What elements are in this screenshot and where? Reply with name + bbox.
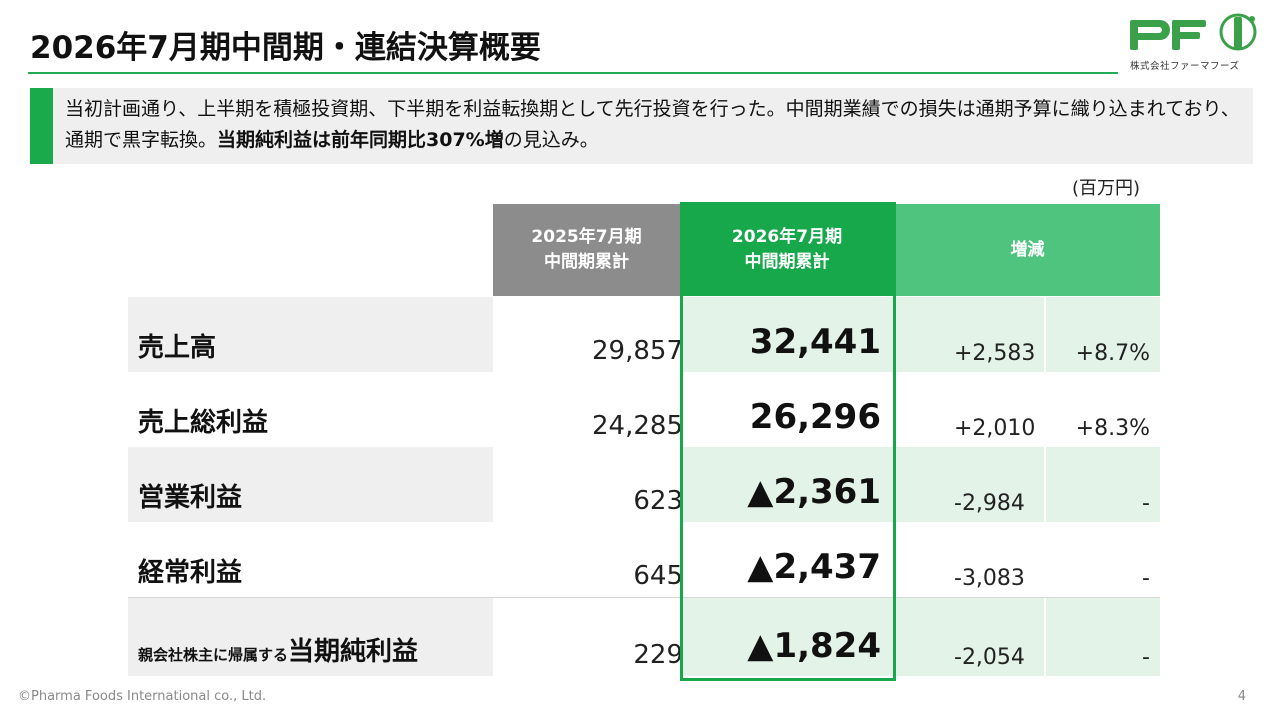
row-diff-abs: +2,583: [954, 341, 1036, 366]
row-label-text: 売上高: [138, 333, 217, 363]
row-cur-cell: [681, 522, 893, 597]
row-label-cell: [128, 522, 493, 597]
header-current-period: 2026年7月期 中間期累計: [681, 204, 893, 296]
row-label: 営業利益: [138, 477, 242, 514]
row-prev-cell: [493, 522, 680, 597]
row-diff-pct: -: [1142, 491, 1150, 516]
row-diff-divider: [1044, 447, 1046, 522]
page-title: 2026年7月期中間期・連結決算概要: [30, 30, 541, 66]
summary-highlight: 当期純利益は前年同期比307%増: [217, 129, 504, 151]
row-diff-cell: [895, 297, 1160, 372]
row-prev-value: 645: [633, 561, 683, 591]
table-row: 売上総利益 24,285 26,296 +2,010 +8.3%: [128, 372, 1160, 447]
header-change: 増減: [895, 204, 1160, 296]
row-diff-abs: +2,010: [954, 416, 1036, 441]
logo-company-name: 株式会社ファーマフーズ: [1130, 61, 1240, 72]
header-prev-period: 2025年7月期 中間期累計: [493, 204, 680, 296]
row-label-cell: [128, 598, 493, 676]
row-label: 経常利益: [138, 552, 242, 589]
row-label-text: 売上総利益: [138, 408, 269, 438]
table-row: 経常利益 645 ▲2,437 -3,083 -: [128, 522, 1160, 597]
row-label-text: 経常利益: [138, 558, 243, 588]
title-underline: [28, 72, 1118, 74]
header-prev-line2: 中間期累計: [544, 252, 629, 272]
row-label-prefix: 親会社株主に帰属する: [138, 646, 289, 664]
row-label-cell: [128, 447, 493, 522]
header-cur-line1: 2026年7月期: [731, 227, 843, 247]
header-cur-line2: 中間期累計: [744, 252, 830, 272]
row-diff-cell: [895, 598, 1160, 676]
row-diff-abs: -3,083: [954, 566, 1025, 591]
row-label: 親会社株主に帰属する当期純利益: [138, 631, 418, 668]
row-label-cell: [128, 297, 493, 372]
row-diff-pct: +8.7%: [1075, 341, 1150, 366]
row-diff-cell: [895, 372, 1160, 447]
table-row: 売上高 29,857 32,441 +2,583 +8.7%: [128, 297, 1160, 372]
summary-part2: の見込み。: [503, 129, 599, 151]
row-cur-cell: [681, 372, 893, 447]
copyright: ©Pharma Foods International co., Ltd.: [18, 689, 267, 704]
row-cur-value: ▲1,824: [747, 626, 881, 666]
row-cur-cell: [681, 598, 893, 676]
row-label-cell: [128, 372, 493, 447]
row-label-text: 営業利益: [138, 483, 243, 513]
unit-label: (百万円): [1072, 178, 1141, 199]
row-cur-cell: [681, 447, 893, 522]
row-prev-value: 29,857: [592, 336, 683, 366]
row-diff-abs: -2,054: [954, 645, 1025, 670]
row-label: 売上高: [138, 327, 216, 364]
row-divider: [128, 597, 1160, 598]
row-label-text: 当期純利益: [288, 637, 419, 667]
row-diff-divider: [1044, 598, 1046, 676]
row-cur-value: ▲2,437: [747, 547, 881, 587]
row-cur-value: ▲2,361: [747, 472, 881, 512]
row-prev-cell: [493, 297, 680, 372]
company-logo: 株式会社ファーマフーズ: [1128, 10, 1262, 76]
summary-accent-bar: [30, 88, 53, 164]
summary-box: 当初計画通り、上半期を積極投資期、下半期を利益転換期として先行投資を行った。中間…: [30, 88, 1253, 164]
row-diff-pct: -: [1142, 566, 1150, 591]
header-change-label: 増減: [1010, 239, 1045, 260]
summary-part1: 当初計画通り、上半期を積極投資期、下半期を利益転換期として先行投資を行った。中間…: [65, 98, 1240, 151]
summary-text: 当初計画通り、上半期を積極投資期、下半期を利益転換期として先行投資を行った。中間…: [65, 94, 1245, 156]
page-number: 4: [1237, 689, 1246, 704]
row-prev-value: 229: [633, 640, 683, 670]
row-prev-cell: [493, 447, 680, 522]
row-cur-cell: [681, 297, 893, 372]
row-label: 売上総利益: [138, 402, 268, 439]
row-prev-cell: [493, 372, 680, 447]
row-diff-cell: [895, 522, 1160, 597]
table-row: 親会社株主に帰属する当期純利益 229 ▲1,824 -2,054 -: [128, 598, 1160, 676]
header-prev-line1: 2025年7月期: [531, 227, 642, 247]
row-diff-cell: [895, 447, 1160, 522]
table-row: 営業利益 623 ▲2,361 -2,984 -: [128, 447, 1160, 522]
row-prev-value: 623: [633, 486, 683, 516]
row-prev-cell: [493, 598, 680, 676]
row-prev-value: 24,285: [592, 411, 683, 441]
row-cur-value: 26,296: [749, 397, 881, 437]
pfi-logo-mark: [1130, 13, 1257, 51]
row-diff-pct: -: [1142, 645, 1150, 670]
row-cur-value: 32,441: [749, 322, 881, 362]
row-diff-divider: [1044, 297, 1046, 372]
row-diff-abs: -2,984: [954, 491, 1025, 516]
row-diff-pct: +8.3%: [1075, 416, 1150, 441]
